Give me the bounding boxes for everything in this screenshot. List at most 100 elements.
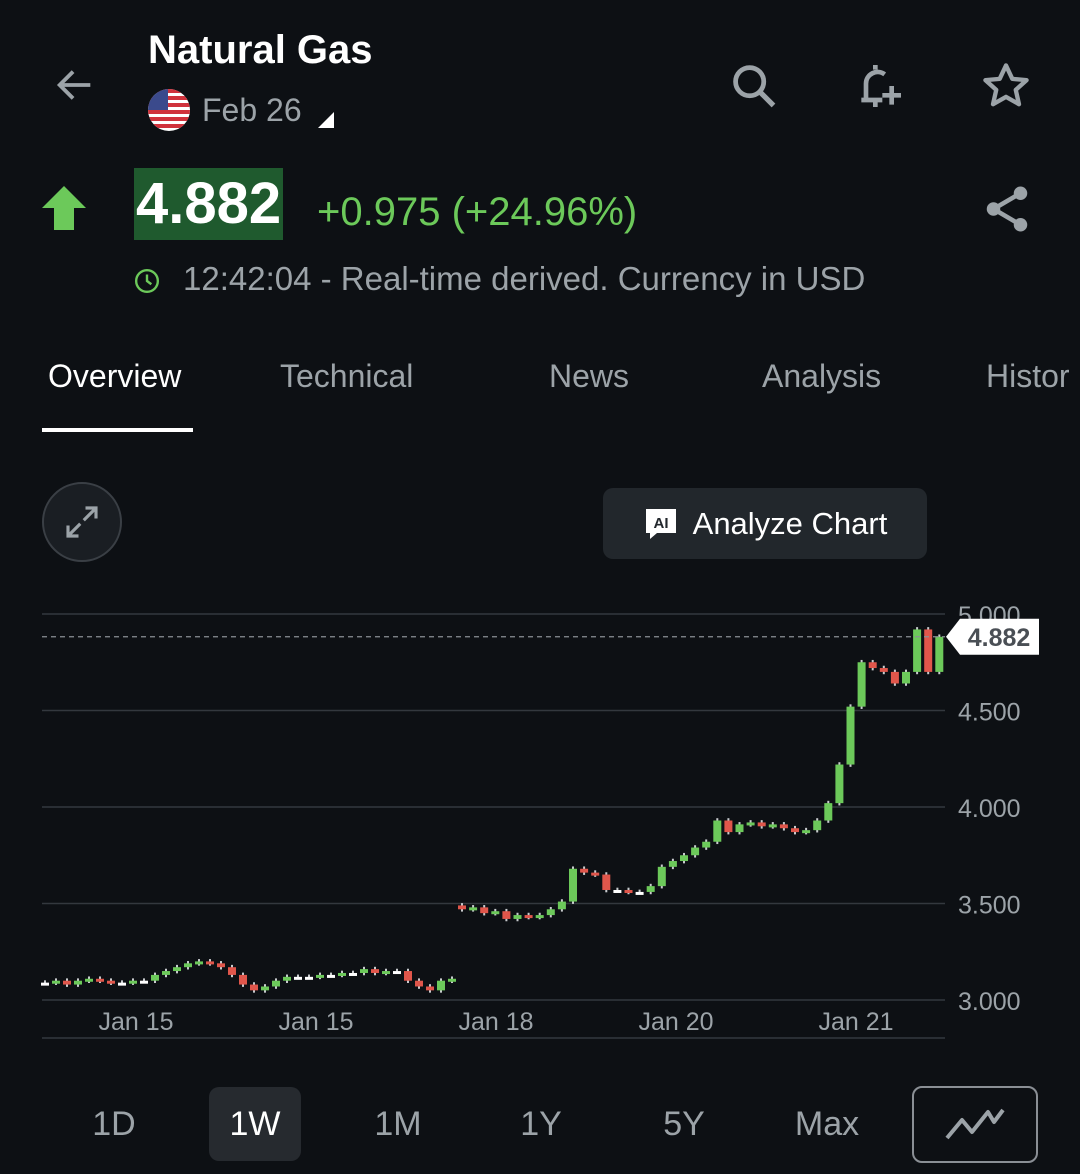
share-icon [986, 186, 1028, 232]
range-max[interactable]: Max [794, 1104, 860, 1143]
candle-body [824, 803, 833, 821]
candle [195, 959, 203, 966]
candle [868, 659, 877, 671]
candle-body [74, 980, 82, 985]
candle [426, 984, 434, 993]
dropdown-triangle-icon[interactable] [318, 112, 334, 128]
candle [613, 887, 622, 893]
candle [415, 978, 423, 989]
analyze-chart-button[interactable]: AI Analyze Chart [603, 488, 927, 559]
tab-news[interactable]: News [549, 358, 630, 394]
watchlist-button[interactable] [980, 60, 1032, 112]
candle-body [458, 905, 466, 910]
candle-body [735, 824, 744, 833]
candle [502, 908, 511, 922]
candle-body [96, 978, 104, 982]
candle-body [535, 915, 544, 919]
add-alert-button[interactable] [852, 58, 908, 114]
candle-body [935, 636, 944, 672]
candle [913, 627, 922, 675]
tab-analysis[interactable]: Analysis [762, 358, 882, 394]
candle-body [746, 822, 755, 826]
last-price: 4.882 [134, 168, 284, 240]
candle [569, 866, 577, 904]
x-tick-label: Jan 15 [98, 1008, 173, 1036]
candle [491, 908, 500, 916]
y-tick-label: 3.500 [958, 892, 1021, 920]
candle-body [491, 911, 500, 915]
candle [680, 852, 688, 864]
candle [151, 972, 159, 984]
candle [85, 976, 93, 984]
candle-body [305, 976, 313, 980]
candle [480, 905, 489, 916]
clock-icon [134, 268, 160, 294]
candle [724, 818, 733, 835]
candle-body [283, 976, 291, 981]
range-1d[interactable]: 1D [92, 1104, 136, 1143]
candle [702, 839, 711, 850]
candle-body [129, 980, 137, 984]
expand-chart-button[interactable] [42, 482, 122, 562]
candle-body [327, 974, 335, 978]
candle [935, 634, 944, 675]
candle [846, 704, 855, 767]
candle-body [239, 974, 247, 985]
candle-body [52, 980, 60, 984]
candle-body [250, 984, 258, 991]
x-tick-label: Jan 15 [278, 1008, 353, 1036]
candle-body [480, 907, 489, 914]
candle [857, 659, 866, 709]
candle [63, 978, 71, 987]
contract-selector[interactable]: Feb 26 [202, 92, 302, 128]
candle-body [426, 986, 434, 991]
up-arrow-icon [40, 186, 88, 230]
range-1m[interactable]: 1M [374, 1104, 422, 1143]
candle [305, 974, 313, 980]
candle-body [879, 668, 888, 672]
candle [813, 818, 822, 833]
candle-body [802, 830, 811, 834]
candle-body [913, 629, 922, 672]
candle-body [713, 820, 722, 842]
candle-body [646, 886, 655, 892]
range-5y[interactable]: 5Y [663, 1104, 705, 1143]
candle [524, 912, 533, 920]
candle-body [173, 967, 181, 972]
candle [757, 820, 766, 829]
candle-body [791, 828, 799, 833]
candle [140, 978, 148, 984]
us-flag-icon [148, 89, 190, 131]
candle-body [502, 911, 511, 919]
candle-body [902, 671, 910, 684]
y-tick-label: 4.000 [958, 795, 1021, 823]
candle-body [469, 907, 478, 911]
candle-body [85, 978, 93, 982]
candle-body [151, 974, 159, 981]
candle [746, 820, 755, 827]
candle-body [41, 982, 49, 986]
candle-body [338, 972, 346, 976]
candle-body [140, 980, 148, 984]
tab-technical[interactable]: Technical [280, 358, 414, 394]
candle [316, 972, 324, 980]
back-button[interactable] [52, 62, 98, 108]
instrument-title: Natural Gas [148, 28, 373, 72]
share-button[interactable] [980, 182, 1034, 236]
range-1y[interactable]: 1Y [520, 1104, 562, 1143]
candle-body [924, 629, 933, 672]
last-price-tag [946, 618, 1039, 655]
tab-historical[interactable]: Histor [986, 358, 1070, 394]
candle [173, 964, 181, 974]
candle [902, 669, 910, 686]
range-1w[interactable]: 1W [209, 1087, 301, 1161]
candle [206, 959, 214, 966]
candle [162, 968, 170, 978]
tab-overview[interactable]: Overview [48, 358, 182, 394]
candle [74, 978, 82, 987]
chart-type-button[interactable] [912, 1086, 1038, 1163]
search-button[interactable] [728, 60, 780, 112]
candle [437, 978, 445, 993]
candle-body [107, 980, 115, 984]
